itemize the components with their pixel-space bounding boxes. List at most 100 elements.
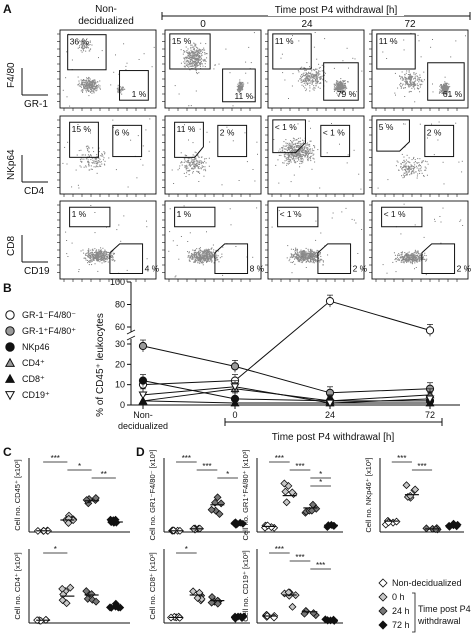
flow-event-dot <box>196 253 198 255</box>
flow-event-dot <box>192 171 194 173</box>
flow-event-dot <box>422 257 424 259</box>
flow-event-dot <box>406 255 408 257</box>
flow-event-dot <box>238 85 240 87</box>
flow-event-dot <box>97 81 99 83</box>
flow-event-dot <box>188 54 190 56</box>
flow-event-dot <box>414 262 416 264</box>
flow-event-dot <box>443 84 445 86</box>
flow-event-dot <box>418 78 420 80</box>
flow-gate <box>217 124 248 158</box>
flow-event-dot <box>340 92 342 94</box>
flow-event-dot <box>343 80 345 82</box>
flow-event-dot <box>184 66 186 68</box>
flow-event-dot <box>81 42 83 44</box>
flow-event-dot <box>419 83 421 85</box>
flow-event-dot <box>293 253 295 255</box>
flow-event-dot <box>198 250 200 252</box>
flow-event-dot <box>407 167 409 169</box>
flow-event-dot <box>209 259 211 261</box>
flow-event-dot <box>336 81 338 83</box>
flow-event-dot <box>341 86 343 88</box>
flow-event-dot <box>96 85 98 87</box>
flow-event-dot <box>358 173 360 175</box>
flow-event-dot <box>407 257 409 259</box>
flow-event-dot <box>300 249 302 251</box>
flow-event-dot <box>239 86 241 88</box>
flow-event-dot <box>112 127 114 128</box>
flow-event-dot <box>186 172 188 174</box>
flow-event-dot <box>286 142 288 144</box>
flow-event-dot <box>415 72 417 74</box>
flow-event-dot <box>90 205 92 206</box>
flow-gate-label: 2 % <box>353 264 368 274</box>
flow-event-dot <box>88 252 90 254</box>
flow-event-dot <box>301 160 303 162</box>
flow-event-dot <box>310 127 311 129</box>
flow-event-dot <box>338 84 340 86</box>
flow-event-dot <box>413 158 414 160</box>
flow-plot-frame <box>164 115 262 195</box>
flow-event-dot <box>419 257 421 259</box>
flow-event-dot <box>195 163 197 165</box>
flow-event-dot <box>137 135 139 137</box>
flow-event-dot <box>413 83 415 85</box>
flow-event-dot <box>336 86 338 88</box>
flow-event-dot <box>347 81 349 83</box>
flow-event-dot <box>320 258 322 260</box>
flow-event-dot <box>65 77 67 79</box>
flow-events <box>377 121 463 189</box>
flow-gate-label: 36 % <box>70 37 90 47</box>
flow-event-dot <box>311 82 313 84</box>
flow-event-dot <box>308 257 310 259</box>
flow-event-dot <box>405 76 407 78</box>
panel-b-point <box>138 341 148 351</box>
flow-event-dot <box>299 152 301 154</box>
flow-event-dot <box>199 56 201 58</box>
flow-event-dot <box>242 88 244 90</box>
flow-event-dot <box>185 51 187 53</box>
flow-event-dot <box>188 254 190 256</box>
flow-event-dot <box>312 76 314 78</box>
flow-event-dot <box>193 252 195 254</box>
flow-gate-label: 79 % <box>337 89 357 99</box>
flow-event-dot <box>417 79 419 81</box>
flow-event-dot <box>315 75 317 77</box>
flow-event-dot <box>404 123 406 125</box>
flow-event-dot <box>91 168 93 170</box>
flow-event-dot <box>199 247 201 249</box>
flow-event-dot <box>318 257 320 259</box>
flow-event-dot <box>305 147 307 149</box>
flow-event-dot <box>193 158 195 160</box>
flow-event-dot <box>402 166 404 168</box>
flow-event-dot <box>282 162 284 164</box>
flow-event-dot <box>96 156 98 158</box>
flow-event-dot <box>239 82 241 84</box>
flow-event-dot <box>90 84 92 86</box>
flow-event-dot <box>191 254 193 256</box>
flow-event-dot <box>92 249 94 251</box>
flow-event-dot <box>88 82 90 84</box>
flow-event-dot <box>313 158 315 160</box>
flow-event-dot <box>308 158 310 160</box>
flow-event-dot <box>86 47 88 49</box>
flow-event-dot <box>99 257 101 259</box>
flow-event-dot <box>204 158 206 160</box>
flow-event-dot <box>278 154 280 156</box>
flow-event-dot <box>240 89 242 91</box>
flow-event-dot <box>299 150 301 152</box>
flow-event-dot <box>420 80 422 82</box>
flow-event-dot <box>117 86 119 88</box>
flow-event-dot <box>419 86 421 88</box>
flow-event-dot <box>96 163 98 165</box>
flow-event-dot <box>207 256 209 258</box>
flow-event-dot <box>79 158 81 160</box>
flow-event-dot <box>301 262 303 264</box>
flow-event-dot <box>322 260 324 262</box>
flow-event-dot <box>303 250 305 252</box>
flow-event-dot <box>200 156 202 158</box>
flow-event-dot <box>193 168 195 170</box>
flow-event-dot <box>404 78 406 80</box>
flow-event-dot <box>80 84 82 86</box>
flow-event-dot <box>203 169 205 171</box>
